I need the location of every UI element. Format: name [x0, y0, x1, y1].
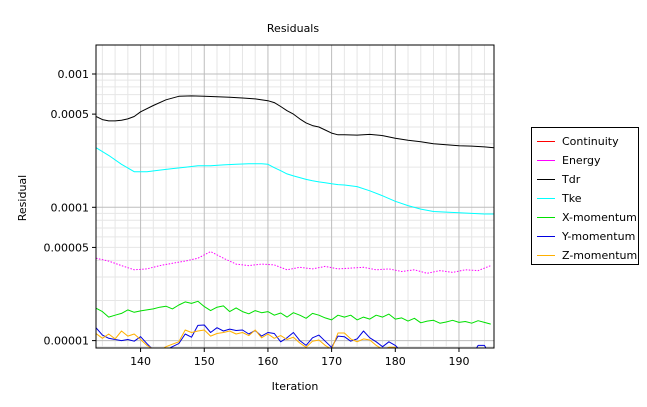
x-tick-label: 150	[194, 355, 215, 368]
y-tick-label: 0.0001	[51, 201, 90, 214]
legend-label: Tke	[562, 191, 582, 205]
legend-item-continuity: Continuity	[537, 132, 619, 150]
series-line-tdr	[96, 95, 494, 149]
y-tick-label: 0.0005	[51, 108, 90, 121]
legend-label: Tdr	[562, 172, 581, 186]
series-line-z-momentum	[96, 329, 398, 348]
x-tick-label: 190	[448, 355, 469, 368]
series-line-energy	[96, 251, 491, 274]
y-axis-ticks: 0.00001 0.00005 0.0001 0.0005 0.001	[44, 68, 96, 348]
legend-swatch	[537, 159, 555, 161]
legend-label: X-momentum	[562, 210, 637, 224]
chart-title: Residuals	[267, 22, 319, 35]
legend-label: Continuity	[562, 134, 619, 148]
legend-item-energy: Energy	[537, 151, 601, 169]
series-line-x-momentum	[96, 300, 491, 325]
major-grid	[96, 45, 494, 348]
y-tick-label: 0.00005	[44, 241, 90, 254]
legend: Continuity Energy Tdr Tke X-momentum Y-moment…	[531, 127, 639, 265]
x-tick-label: 140	[130, 355, 151, 368]
legend-label: Y-momentum	[562, 229, 636, 243]
legend-item-tdr: Tdr	[537, 170, 580, 188]
legend-swatch	[537, 140, 555, 142]
series-lines	[96, 95, 494, 348]
legend-item-x-momentum: X-momentum	[537, 208, 637, 226]
legend-item-tke: Tke	[537, 189, 581, 207]
legend-label: Energy	[562, 153, 601, 167]
series-line-tke	[96, 147, 494, 215]
x-tick-label: 180	[385, 355, 406, 368]
legend-item-y-momentum: Y-momentum	[537, 227, 635, 245]
legend-label: Z-momentum	[562, 248, 638, 262]
legend-swatch	[537, 178, 555, 180]
y-axis-label: Residual	[16, 175, 29, 221]
x-axis-ticks: 140 150 160 170 180 190	[130, 348, 469, 368]
x-tick-label: 170	[321, 355, 342, 368]
y-tick-label: 0.001	[58, 68, 90, 81]
legend-item-z-momentum: Z-momentum	[537, 246, 637, 264]
legend-swatch	[537, 235, 555, 237]
legend-swatch	[537, 254, 555, 256]
legend-swatch	[537, 216, 555, 218]
series-line-y-momentum	[96, 324, 487, 348]
minor-grid	[96, 45, 494, 348]
plot-frame	[95, 44, 495, 349]
x-tick-label: 160	[257, 355, 278, 368]
x-axis-label: Iteration	[272, 380, 319, 393]
y-tick-label: 0.00001	[44, 335, 90, 348]
legend-swatch	[537, 197, 555, 199]
